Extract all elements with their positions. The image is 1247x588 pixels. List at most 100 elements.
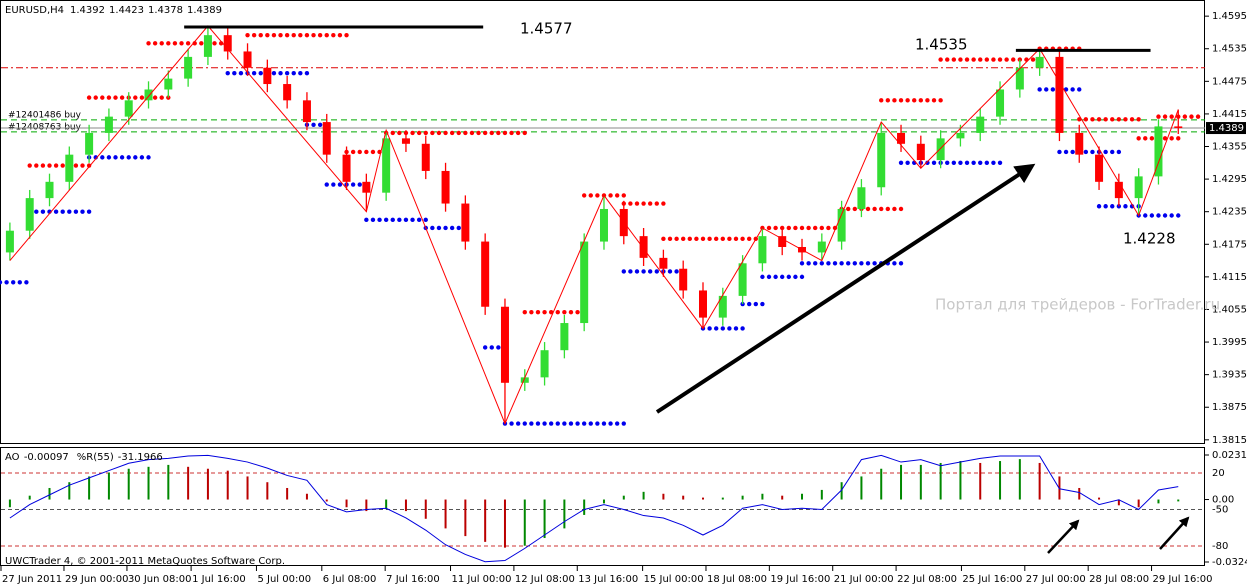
y-tick-label: 0.02314 <box>1212 450 1247 461</box>
fractal-dot <box>199 41 204 46</box>
fractal-dot <box>799 225 805 231</box>
fractal-dot <box>364 149 369 155</box>
footer: UWCTrader 4, © 2001-2011 MetaQuotes Soft… <box>5 556 285 567</box>
fractal-dot <box>647 269 653 274</box>
ao-bar <box>28 495 31 500</box>
fractal-dot <box>548 421 554 426</box>
fractal-dot <box>819 225 825 231</box>
fractal-dot <box>680 236 686 242</box>
candle-body <box>996 89 1005 117</box>
y-tick-label: 1.4355 <box>1212 142 1247 153</box>
candle-body <box>382 138 391 193</box>
candle-body <box>540 350 549 378</box>
fractal-dot <box>1103 149 1108 155</box>
y-tick-label: 0.00 <box>1212 495 1234 506</box>
fractal-dot <box>733 326 739 331</box>
fractal-dot <box>628 201 633 206</box>
fractal-dot <box>667 269 673 274</box>
fractal-dot <box>819 261 825 266</box>
candle-body <box>500 306 509 383</box>
fractal-dot <box>152 95 158 100</box>
fractal-dot <box>159 41 164 46</box>
fractal-dot <box>449 130 455 136</box>
fractal-dot <box>469 130 475 136</box>
ao-bar <box>464 499 467 537</box>
fractal-dot <box>905 98 910 103</box>
fractal-dot <box>839 261 844 266</box>
fractal-dot <box>1195 114 1201 119</box>
oscillator-panel <box>0 447 1205 566</box>
fractal-dot <box>390 217 395 223</box>
fractal-dot <box>496 345 501 350</box>
y-tick-label: 1.4415 <box>1212 109 1247 120</box>
ao-bar <box>1018 459 1021 500</box>
fractal-dot <box>1030 57 1036 62</box>
fractal-dot <box>357 182 362 187</box>
fractal-dot <box>185 41 191 46</box>
order-label: #12408763 buy <box>8 122 82 132</box>
x-tick-label: 29 Jul 16:00 <box>1153 574 1213 585</box>
series-value: -0.00097 <box>24 452 69 463</box>
fractal-dot <box>284 32 290 38</box>
fractal-dot <box>621 193 626 198</box>
fractal-dot <box>707 236 712 242</box>
fractal-dot <box>905 160 910 166</box>
fractal-dot <box>535 421 541 426</box>
fractal-dot <box>634 201 640 206</box>
fractal-dot <box>1103 204 1108 209</box>
fractal-dot <box>449 225 455 231</box>
ao-bar <box>919 464 922 500</box>
fractal-dot <box>694 236 699 242</box>
ao-bar <box>305 493 308 500</box>
fractal-dot <box>337 32 343 38</box>
fractal-dot <box>67 209 72 214</box>
fractal-dot <box>555 421 560 426</box>
y-tick-label: 1.4055 <box>1212 304 1247 315</box>
candle-body <box>936 138 945 161</box>
fractal-dot <box>1103 117 1108 122</box>
ao-bar <box>226 470 229 500</box>
fractal-dot <box>846 206 851 212</box>
x-tick-label: 19 Jul 16:00 <box>770 574 830 585</box>
fractal-dot <box>700 236 706 242</box>
fractal-dot <box>654 201 659 206</box>
y-tick-label: 1.4535 <box>1212 44 1247 55</box>
fractal-dot <box>317 32 323 38</box>
current-price-label: 1.4389 <box>1209 123 1244 134</box>
x-tick-label: 21 Jul 00:00 <box>834 574 894 585</box>
fractal-dot <box>337 182 343 187</box>
candle-body <box>1075 132 1084 155</box>
fractal-dot <box>931 98 937 103</box>
y-tick-label: 1.4295 <box>1212 174 1247 185</box>
fractal-dot <box>813 261 818 266</box>
ao-bar <box>266 482 269 500</box>
candle-body <box>817 241 826 253</box>
fractal-dot <box>119 155 125 160</box>
fractal-dot <box>846 261 851 266</box>
fractal-dot <box>1123 204 1128 209</box>
fractal-dot <box>397 130 402 136</box>
fractal-dot <box>931 160 937 166</box>
fractal-dot <box>1136 136 1141 141</box>
ao-bar <box>781 495 784 500</box>
x-tick-label: 12 Jul 08:00 <box>515 574 575 585</box>
fractal-dot <box>654 269 659 274</box>
fractal-dot <box>489 345 494 350</box>
fractal-dot <box>898 206 904 212</box>
fractal-dot <box>1169 114 1174 119</box>
fractal-dot <box>232 70 237 76</box>
fractal-dot <box>133 95 138 100</box>
fractal-dot <box>793 225 798 231</box>
candle-body <box>184 56 193 79</box>
fractal-dot <box>80 209 85 214</box>
fractal-dot <box>430 130 435 136</box>
fractal-dot <box>575 309 580 315</box>
trend-arrow <box>655 163 1036 414</box>
fractal-dot <box>238 70 244 76</box>
y-tick-label: 1.3815 <box>1212 435 1247 446</box>
ao-bar <box>127 468 130 500</box>
current-price-box <box>1206 122 1246 135</box>
annotation: 1.4535 <box>915 36 968 54</box>
zigzag <box>9 25 1179 425</box>
candle-body <box>283 84 292 101</box>
